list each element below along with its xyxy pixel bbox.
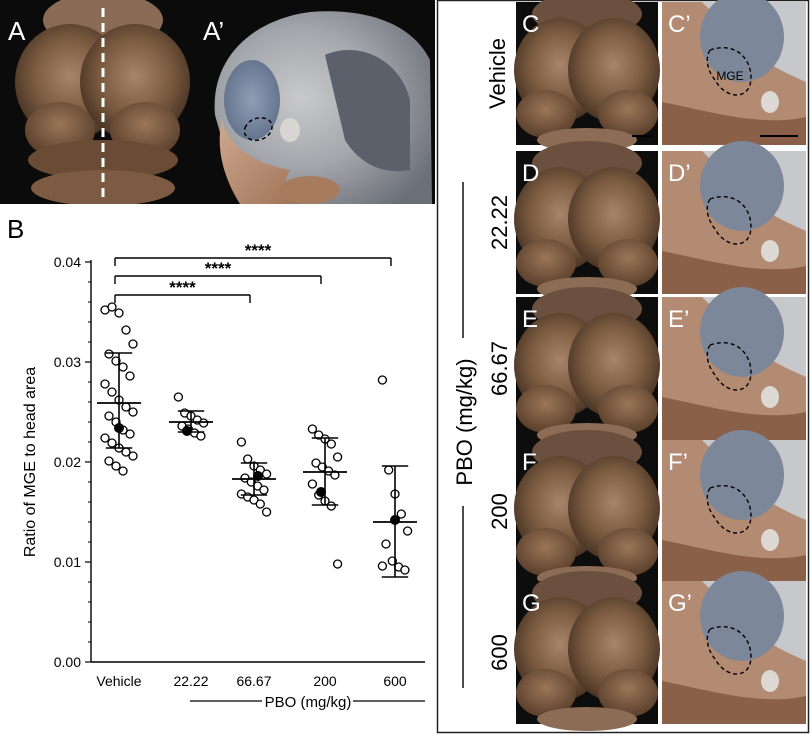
x-tick-label: 66.67: [236, 673, 271, 689]
panel-label-a-prime: A’: [203, 16, 224, 46]
data-point: [255, 499, 265, 509]
data-point: [236, 437, 247, 447]
panel-a-prime-image: [195, 0, 435, 205]
panel-g-prime-image: G’: [662, 571, 806, 724]
highlighted-point: [316, 487, 326, 497]
mge-outline: [706, 485, 752, 534]
x-tick-label: Vehicle: [96, 673, 141, 689]
data-point: [118, 362, 128, 372]
data-point: [107, 438, 117, 448]
data-point: [332, 452, 343, 462]
data-point: [307, 479, 318, 489]
panel-d-image: D: [514, 141, 660, 301]
data-point: [402, 526, 413, 536]
data-point: [326, 439, 336, 449]
y-tick-label: 0.03: [54, 354, 81, 370]
panel-c-image: C: [514, 0, 660, 152]
data-point: [125, 429, 135, 439]
panel-label-d: D: [522, 160, 539, 187]
data-point: [125, 371, 135, 381]
row-label-600: 600: [487, 634, 512, 671]
significance-label: ****: [245, 241, 272, 260]
panel-label-b: B: [7, 214, 24, 244]
data-point: [114, 308, 124, 318]
panel-e-image: E: [514, 287, 660, 447]
panel-label-e-prime: E’: [668, 306, 689, 333]
data-point: [100, 433, 110, 443]
data-point: [128, 339, 138, 349]
y-tick-label: 0.00: [54, 654, 81, 670]
data-point: [261, 507, 272, 517]
y-tick-label: 0.02: [54, 454, 81, 470]
mge-label: MGE: [716, 69, 743, 83]
y-tick-label: 0.01: [54, 554, 81, 570]
data-point: [100, 379, 110, 389]
panel-label-g-prime: G’: [668, 590, 692, 617]
panel-c-prime-image: C’ MGE: [662, 0, 806, 145]
panel-f-prime-image: F’: [662, 430, 806, 583]
mge-outline: [706, 626, 752, 675]
panel-label-f: F: [522, 449, 537, 476]
mge-outline: [706, 196, 752, 245]
data-point: [104, 456, 114, 466]
data-point: [173, 392, 184, 402]
data-point: [396, 509, 406, 519]
panel-label-d-prime: D’: [668, 160, 691, 187]
data-point: [384, 465, 394, 475]
mge-outline: [706, 47, 752, 96]
data-point: [259, 485, 269, 495]
panel-label-f-prime: F’: [668, 449, 688, 476]
row-label-vehicle: Vehicle: [485, 38, 510, 109]
pbo-vertical-label: PBO (mg/kg): [452, 358, 477, 485]
data-point: [107, 302, 117, 312]
panel-d-prime-image: D’: [662, 141, 806, 294]
data-point: [111, 461, 121, 471]
data-point: [196, 431, 206, 441]
x-tick-label: 22.22: [173, 673, 208, 689]
chart-plot: 0.00 0.01 0.02 0.03 0.04 Vehicle 22.22 66.67 200…: [54, 241, 425, 689]
significance-label: ****: [169, 278, 196, 297]
data-point: [326, 501, 336, 511]
row-label-22-22: 22.22: [487, 195, 512, 250]
data-point: [111, 356, 121, 366]
chart-x-axis-label: PBO (mg/kg): [265, 694, 352, 711]
panel-a-image: [0, 0, 195, 206]
data-point: [307, 424, 318, 434]
data-point: [377, 375, 388, 385]
data-point: [332, 559, 343, 569]
panel-label-c: C: [522, 11, 539, 38]
data-point: [400, 565, 410, 575]
data-point: [377, 561, 388, 571]
data-point: [330, 470, 340, 480]
panel-e-prime-image: E’: [662, 287, 806, 440]
data-point: [118, 466, 128, 476]
row-label-66-67: 66.67: [487, 341, 512, 396]
x-tick-label: 200: [313, 673, 337, 689]
panel-g-image: G: [514, 571, 660, 731]
x-tick-label: 600: [383, 673, 407, 689]
panel-label-e: E: [522, 306, 538, 333]
data-point: [128, 407, 138, 417]
data-point: [121, 402, 131, 412]
row-label-200: 200: [487, 493, 512, 530]
data-point: [128, 451, 138, 461]
panel-f-image: F: [514, 430, 660, 590]
panel-label-g: G: [522, 590, 541, 617]
chart-y-axis-label: Ratio of MGE to head area: [22, 367, 39, 557]
data-point: [381, 539, 391, 549]
mge-outline: [706, 342, 752, 391]
highlighted-point: [182, 426, 192, 436]
data-point: [243, 454, 253, 464]
y-tick-label: 0.04: [54, 254, 81, 270]
data-point: [107, 387, 117, 397]
panel-label-a: A: [8, 16, 26, 46]
data-point: [104, 349, 114, 359]
panel-label-c-prime: C’: [668, 11, 691, 38]
data-point: [104, 411, 114, 421]
data-point: [121, 325, 131, 335]
data-point: [261, 469, 272, 479]
data-point: [198, 418, 209, 428]
significance-label: ****: [205, 259, 232, 278]
